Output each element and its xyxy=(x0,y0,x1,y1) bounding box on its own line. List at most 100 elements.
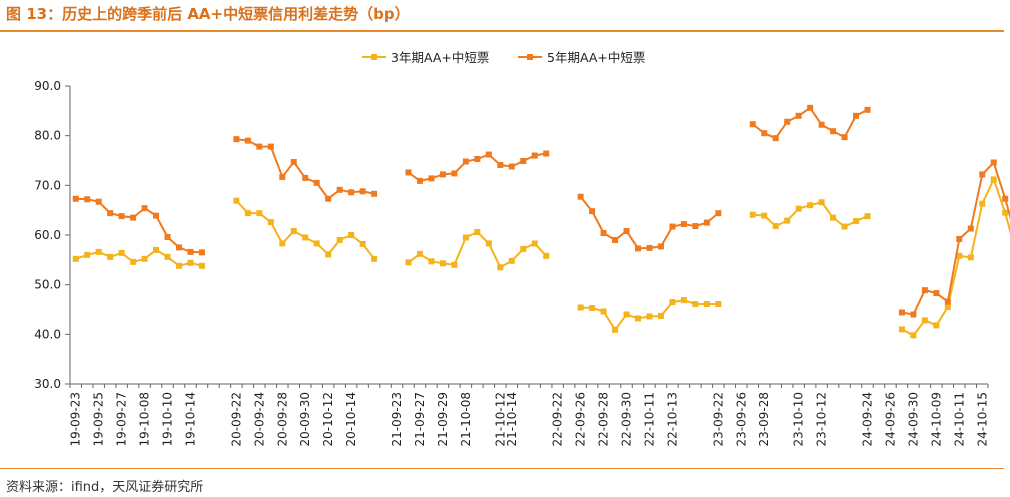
y-tick-label: 50.0 xyxy=(34,278,61,292)
x-tick-label: 23-10-12 xyxy=(815,392,829,446)
data-point xyxy=(967,254,974,261)
data-point xyxy=(853,112,860,119)
data-point xyxy=(176,244,183,251)
data-point xyxy=(267,143,274,150)
data-point xyxy=(474,229,481,236)
line-chart: 3年期AA+中短票 5年期AA+中短票 30.0 40.0 50.0 60.0 70.0 8… xyxy=(34,50,1010,446)
series-1 xyxy=(72,176,1010,339)
data-point xyxy=(956,235,963,242)
title-divider xyxy=(0,30,1004,32)
data-point xyxy=(84,251,91,258)
data-point xyxy=(451,261,458,268)
data-point xyxy=(130,214,137,221)
x-tick-label: 23-09-28 xyxy=(757,392,771,446)
data-point xyxy=(84,196,91,203)
data-point xyxy=(244,210,251,217)
data-point xyxy=(359,188,366,195)
x-tick-label: 20-09-22 xyxy=(229,392,243,446)
x-tick-label: 23-09-26 xyxy=(734,392,748,446)
data-point xyxy=(405,259,412,266)
x-tick-label: 22-09-28 xyxy=(597,392,611,446)
data-point xyxy=(956,252,963,259)
data-point xyxy=(944,298,951,305)
legend-item-2: 5年期AA+中短票 xyxy=(518,50,645,65)
data-point xyxy=(600,308,607,315)
y-tick-label: 90.0 xyxy=(34,79,61,93)
data-point xyxy=(95,198,102,205)
data-point xyxy=(795,112,802,119)
chart-title: 图 13：历史上的跨季前后 AA+中短票信用利差走势（bp） xyxy=(6,5,410,23)
data-point xyxy=(130,258,137,265)
data-point xyxy=(451,170,458,177)
y-tick-label: 80.0 xyxy=(34,129,61,143)
data-point xyxy=(715,210,722,217)
plot-area xyxy=(72,104,1010,339)
series-line xyxy=(752,106,868,140)
data-point xyxy=(279,240,286,247)
data-point xyxy=(325,195,332,202)
y-tick-label: 40.0 xyxy=(34,327,61,341)
legend-swatch-marker xyxy=(371,54,377,60)
data-point xyxy=(784,118,791,125)
data-point xyxy=(784,217,791,224)
series-line xyxy=(901,160,1010,316)
data-point xyxy=(405,169,412,176)
data-point xyxy=(761,130,768,137)
data-point xyxy=(749,121,756,128)
x-tick-label: 19-10-14 xyxy=(183,392,197,446)
data-point xyxy=(1002,195,1009,202)
data-point xyxy=(416,250,423,257)
data-point xyxy=(508,257,515,264)
x-tick-label: 24-10-15 xyxy=(975,392,989,446)
data-point xyxy=(933,322,940,329)
data-point xyxy=(462,234,469,241)
data-point xyxy=(910,332,917,339)
data-point xyxy=(853,218,860,225)
data-point xyxy=(830,128,837,135)
data-point xyxy=(497,161,504,168)
x-tick-label: 21-09-27 xyxy=(413,392,427,446)
data-point xyxy=(336,236,343,243)
x-tick-label: 20-10-14 xyxy=(344,392,358,446)
data-point xyxy=(979,200,986,207)
data-point xyxy=(657,243,664,250)
data-point xyxy=(703,219,710,226)
data-point xyxy=(107,210,114,217)
data-point xyxy=(485,151,492,158)
data-point xyxy=(187,248,194,255)
data-point xyxy=(302,234,309,241)
x-tick-label: 19-10-10 xyxy=(161,392,175,446)
data-point xyxy=(761,212,768,219)
data-point xyxy=(818,199,825,206)
x-tick-label: 21-10-08 xyxy=(459,392,473,446)
data-point xyxy=(107,253,114,260)
data-point xyxy=(497,264,504,271)
data-point xyxy=(772,135,779,142)
x-tick-label: 24-10-11 xyxy=(952,392,966,446)
x-tick-label: 19-09-23 xyxy=(69,392,83,446)
data-point xyxy=(153,246,160,253)
data-point xyxy=(818,121,825,128)
data-point xyxy=(612,326,619,333)
data-point xyxy=(680,221,687,228)
series-2 xyxy=(72,104,1010,318)
data-point xyxy=(187,259,194,266)
data-point xyxy=(646,244,653,251)
data-point xyxy=(348,189,355,196)
legend-label: 5年期AA+中短票 xyxy=(547,50,645,65)
y-tick-label: 30.0 xyxy=(34,377,61,391)
data-point xyxy=(439,171,446,178)
data-point xyxy=(462,158,469,165)
legend-item-1: 3年期AA+中短票 xyxy=(362,50,489,65)
x-tick-label: 23-10-10 xyxy=(792,392,806,446)
data-point xyxy=(910,311,917,318)
data-point xyxy=(474,156,481,163)
data-point xyxy=(669,223,676,230)
x-tick-label: 22-09-26 xyxy=(574,392,588,446)
data-point xyxy=(692,301,699,308)
x-tick-label: 21-10-14 xyxy=(505,392,519,446)
data-point xyxy=(703,301,710,308)
data-point xyxy=(313,179,320,186)
legend-label: 3年期AA+中短票 xyxy=(391,50,489,65)
x-tick-label: 21-10-12 xyxy=(493,392,507,446)
